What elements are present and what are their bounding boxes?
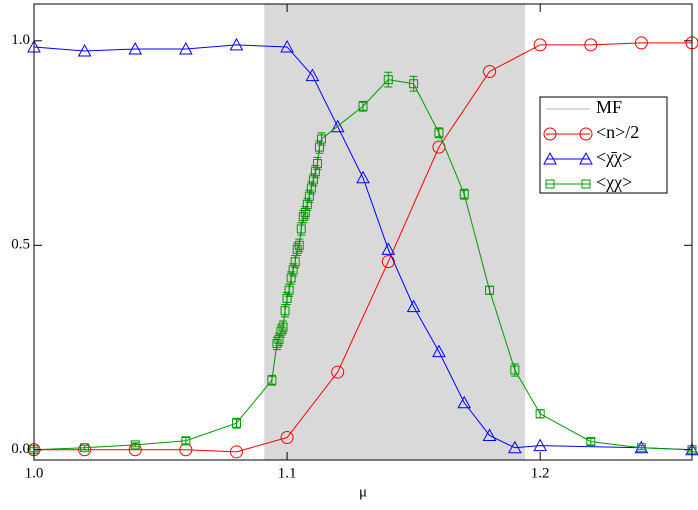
marker-triangle [381,242,396,255]
marker-square [294,240,304,250]
marker-triangle [579,151,593,165]
marker-square [231,418,241,428]
error-bar [131,442,140,448]
marker-circle [543,127,557,141]
marker-circle [579,127,593,141]
marker-square [267,375,277,385]
marker-square [485,285,495,295]
error-bar [409,75,418,92]
marker-square [586,437,596,447]
marker-triangle [305,68,320,82]
y-tick-label: 1.0 [11,32,30,48]
marker-square [434,128,444,138]
marker-square [296,224,306,234]
series-line [33,44,693,451]
axis-layer: 1.0 1.1 1.2 0.0 0.5 1.0 [11,4,692,481]
marker-triangle [280,39,294,53]
marker-square [130,440,140,450]
marker-square [316,134,326,144]
marker-circle [634,36,648,50]
marker-square [80,443,90,453]
y-tick-label: 0.0 [11,441,30,457]
error-bar [232,417,241,429]
legend-swatch [546,108,590,110]
marker-triangle [179,41,193,55]
error-bar [637,445,646,451]
series-line [33,79,693,451]
marker-square [409,79,419,89]
legend-box [539,96,668,194]
marker-circle [331,365,345,379]
error-bar [267,374,276,386]
marker-square [510,365,520,375]
marker-triangle [482,428,497,441]
marker-square [581,179,591,189]
marker-square [290,257,300,267]
marker-triangle [533,438,547,452]
marker-square [358,101,368,111]
error-bar [80,445,89,451]
y-tick-label: 0.5 [11,237,30,253]
marker-triangle [77,43,92,57]
error-bar [434,127,443,139]
marker-circle [533,38,547,52]
legend: MF <n>/2 <χ̄χ> <χχ> [539,96,668,194]
error-bar [586,437,595,446]
plot-frame [33,3,693,461]
marker-square [459,189,469,199]
marker-square [535,409,545,419]
x-tick-label: 1.0 [25,465,44,481]
marker-square [280,306,290,316]
x-tick-label: 1.2 [531,465,550,481]
marker-triangle [128,41,143,55]
legend-label: <χχ> [596,172,632,192]
error-bar [384,71,393,88]
marker-circle [584,38,598,52]
marker-square [636,443,646,453]
marker-triangle [229,37,244,51]
x-tick-label: 1.1 [278,465,297,481]
error-bar [536,409,545,419]
error-bar [460,188,469,200]
marker-triangle [356,170,370,184]
series-line [34,42,692,453]
error-bar [359,100,367,112]
x-axis-label: μ [359,484,367,500]
marker-circle [483,64,497,78]
legend-label: <n>/2 [596,122,639,142]
marker-square [312,158,322,168]
error-bar [181,437,190,445]
marker-circle [381,255,395,269]
marker-circle [280,431,294,445]
marker-square [284,285,294,295]
shade-layer [264,4,525,460]
marker-square [383,75,393,85]
marker-circle [229,445,243,459]
data-layer [27,36,698,459]
marker-square [545,179,555,189]
marker-triangle [508,440,522,454]
mf-band [264,4,525,460]
marker-triangle [432,344,446,358]
marker-triangle [457,395,472,409]
marker-triangle [330,119,345,133]
marker-square [181,436,191,446]
marker-square [278,322,288,332]
legend-label: <χ̄χ> [596,147,632,167]
marker-triangle [406,299,421,313]
marker-triangle [543,151,557,165]
legend-label: MF [596,97,622,117]
